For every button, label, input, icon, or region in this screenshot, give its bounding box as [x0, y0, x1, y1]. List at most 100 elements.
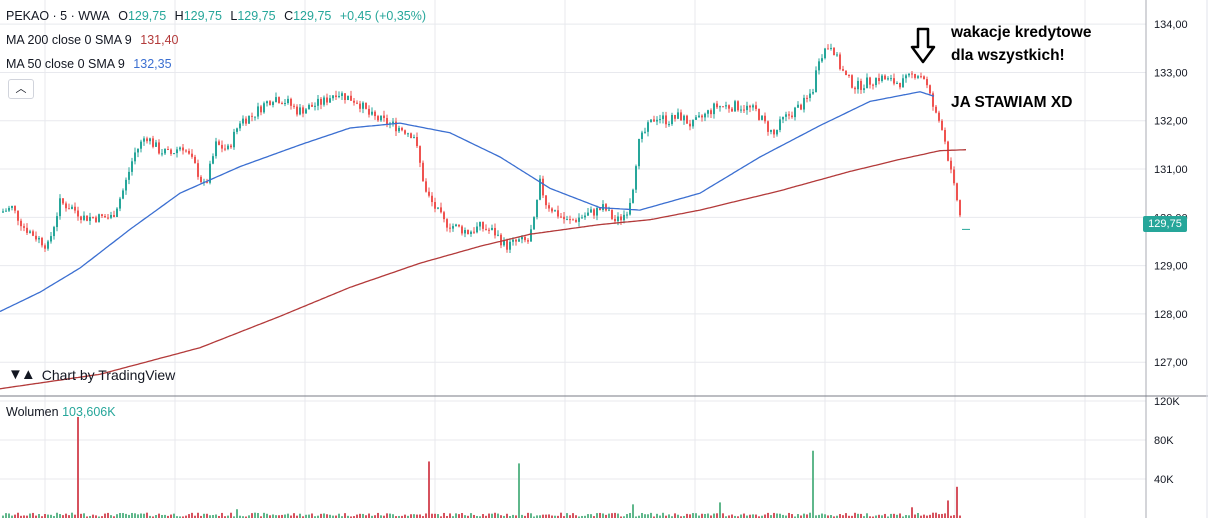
candle-body — [851, 75, 853, 88]
volume-bar — [824, 514, 826, 518]
candle-body — [125, 179, 127, 191]
candle-body — [11, 205, 13, 208]
candle-body — [464, 230, 466, 234]
volume-bar — [536, 515, 538, 518]
volume-bar — [851, 515, 853, 518]
volume-bar — [302, 516, 304, 518]
volume-bar — [839, 514, 841, 518]
candle-body — [845, 70, 847, 75]
candle-body — [341, 93, 343, 96]
volume-bar — [230, 512, 232, 518]
candle-body — [656, 119, 658, 122]
candle-body — [62, 198, 64, 204]
candle-body — [320, 98, 322, 105]
volume-bar — [260, 516, 262, 518]
volume-bar — [605, 514, 607, 518]
candle-body — [890, 78, 892, 80]
volume-bar — [272, 514, 274, 518]
candle-body — [848, 74, 850, 76]
volume-bar — [704, 513, 706, 518]
volume-bar — [641, 512, 643, 518]
candle-body — [809, 93, 811, 98]
candle-body — [554, 210, 556, 212]
volume-bar — [917, 512, 919, 518]
candle-body — [377, 116, 379, 121]
candle-body — [659, 119, 661, 121]
candle-body — [302, 107, 304, 114]
candle-body — [767, 121, 769, 132]
volume-bar — [365, 515, 367, 518]
volume-bar — [89, 515, 91, 518]
volume-bar — [614, 512, 616, 518]
ma50-legend[interactable]: MA 50 close 0 SMA 9 132,35 — [6, 57, 177, 71]
volume-bar — [251, 513, 253, 518]
volume-bar — [806, 514, 808, 518]
volume-bar — [146, 512, 148, 518]
volume-label: Wolumen — [6, 405, 59, 419]
candle-body — [737, 101, 739, 111]
candle-body — [476, 226, 478, 233]
candle-body — [929, 85, 931, 94]
volume-bar — [776, 513, 778, 518]
candle-body — [146, 138, 148, 142]
candle-body — [206, 181, 208, 183]
candle-body — [44, 245, 46, 249]
volume-bar — [689, 514, 691, 518]
volume-bar — [59, 514, 61, 518]
candle-body — [212, 156, 214, 164]
candle-body — [437, 207, 439, 209]
volume-bar — [809, 512, 811, 518]
volume-bar — [371, 515, 373, 518]
volume-bar — [569, 515, 571, 518]
volume-bar — [767, 512, 769, 518]
candle-body — [836, 54, 838, 56]
volume-bar — [197, 512, 199, 518]
volume-bar — [761, 515, 763, 518]
candle-body — [758, 108, 760, 120]
volume-bar — [482, 514, 484, 518]
volume-bar — [623, 516, 625, 518]
candle-body — [452, 226, 454, 229]
ma200-legend[interactable]: MA 200 close 0 SMA 9 131,40 — [6, 33, 183, 47]
candle-body — [536, 199, 538, 218]
candle-body — [350, 95, 352, 101]
candle-body — [152, 138, 154, 147]
ma200-label: MA 200 close 0 SMA 9 — [6, 33, 132, 47]
tradingview-logo[interactable]: ▼▲ Chart by TradingView — [8, 366, 175, 383]
volume-bar — [827, 515, 829, 518]
candle-body — [17, 210, 19, 221]
volume-bar — [269, 515, 271, 518]
volume-bar — [440, 516, 442, 518]
candle-body — [401, 127, 403, 131]
volume-bar — [926, 515, 928, 518]
volume-bar — [578, 516, 580, 518]
candle-body — [797, 104, 799, 108]
candle-body — [158, 142, 160, 154]
volume-bar — [599, 512, 601, 518]
candle-body — [596, 207, 598, 216]
collapse-legend-button[interactable]: ︿ — [8, 79, 34, 99]
candle-body — [425, 181, 427, 192]
candle-body — [803, 97, 805, 110]
candle-body — [449, 227, 451, 229]
volume-bar — [344, 513, 346, 518]
volume-bar — [17, 512, 19, 518]
volume-bar — [305, 514, 307, 518]
volume-bar — [932, 512, 934, 518]
candle-body — [35, 235, 37, 240]
candle-body — [329, 98, 331, 103]
volume-bar — [215, 514, 217, 518]
volume-bar — [353, 516, 355, 518]
candle-body — [290, 98, 292, 106]
volume-bar — [710, 515, 712, 518]
volume-bar — [629, 512, 631, 518]
volume-bar — [740, 514, 742, 518]
candle-body — [371, 111, 373, 115]
candle-body — [524, 236, 526, 241]
candle-body — [497, 234, 499, 236]
volume-bar — [728, 515, 730, 518]
candle-body — [527, 240, 529, 242]
volume-bar — [539, 515, 541, 518]
volume-bar — [746, 515, 748, 518]
